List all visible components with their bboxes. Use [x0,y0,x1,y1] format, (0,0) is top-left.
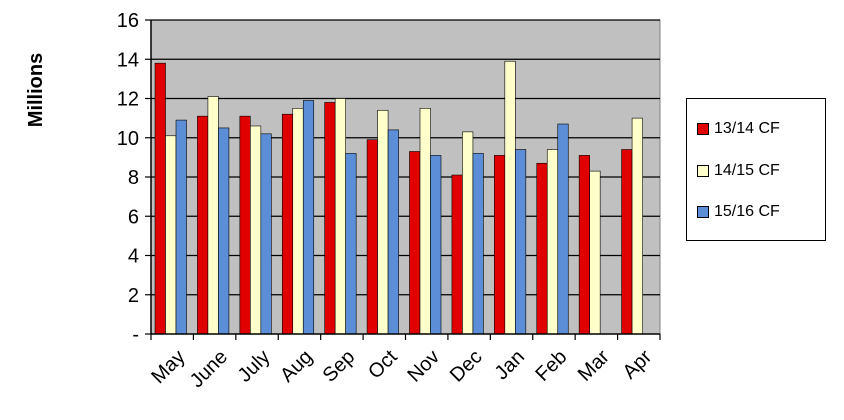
bar [419,108,431,335]
bar [387,129,399,335]
bar [250,125,262,335]
y-tick-label: 10 [117,128,139,150]
bar [302,100,315,335]
x-tick-label: Dec [446,346,487,387]
x-tick-label: Nov [403,346,444,387]
y-axis-label: Millions [25,53,47,127]
y-tick-label: 14 [117,49,139,71]
bar [515,149,527,335]
bar [175,119,187,335]
bar [345,153,357,335]
x-tick-label: Aug [276,346,317,387]
bar [578,155,590,335]
bar [589,170,601,335]
legend-swatch-1516 [697,206,709,218]
y-tick-label: 2 [128,285,139,307]
bar [377,109,389,335]
bar [154,62,166,335]
bar [451,174,463,335]
x-tick-label: Feb [531,346,571,386]
legend-item-1516: 15/16 CF [697,202,780,222]
x-tick-label: Jan [491,346,529,384]
bar [260,133,272,335]
y-tick-label: 12 [117,89,139,111]
bar [430,155,442,335]
bar [165,135,177,335]
bars [154,60,643,335]
y-tick-label: 6 [128,206,139,228]
bar [324,102,336,335]
x-tick-label: Mar [574,346,614,386]
x-tick-label: June [186,346,232,392]
bar [409,151,421,335]
gridlines [151,19,660,296]
y-tick-label: 8 [128,167,139,189]
legend: 13/14 CF 14/15 CF 15/16 CF [686,98,826,241]
legend-swatch-1415 [697,165,709,177]
legend-swatch-1314 [697,123,709,135]
legend-label-1314: 13/14 CF [714,120,780,137]
x-tick-label: May [147,346,189,388]
bar [472,153,484,335]
bar [292,108,304,335]
x-tick-label: Oct [364,346,402,384]
x-tick-label: July [234,346,275,387]
bar [546,149,559,335]
legend-item-1415: 14/15 CF [697,161,780,181]
y-tick-label: 4 [128,246,139,268]
bar [494,155,506,335]
bar [462,131,474,335]
x-tick-label: Sep [319,346,360,387]
bar [218,127,230,335]
bar [536,162,548,335]
bar [281,113,294,335]
bar [557,123,569,335]
y-tick-label: 16 [117,10,139,32]
bar [366,139,378,335]
bar [207,96,219,335]
bar [197,115,209,335]
bar [631,117,643,335]
legend-label-1415: 14/15 CF [714,162,780,179]
y-tick-label: - [132,324,139,346]
legend-item-1314: 13/14 CF [697,119,780,139]
bar [504,60,516,335]
bar [621,149,633,335]
legend-label-1516: 15/16 CF [714,203,780,220]
bar [334,98,346,335]
bar [239,115,251,335]
y-axis-ticks: - 2 4 6 8 10 12 14 16 [117,10,151,346]
x-tick-label: Apr [619,346,657,384]
